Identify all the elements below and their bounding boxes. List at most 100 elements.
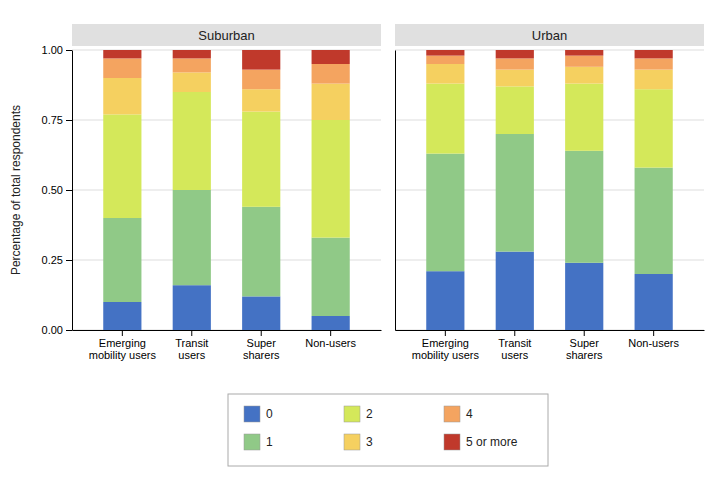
bar-segment bbox=[242, 112, 280, 207]
legend-swatch bbox=[444, 434, 460, 450]
x-tick-label-line: mobility users bbox=[412, 349, 480, 361]
bar-segment bbox=[173, 72, 211, 92]
bar-segment bbox=[565, 151, 603, 263]
legend-swatch bbox=[244, 406, 260, 422]
x-axis-line bbox=[396, 330, 705, 331]
panel: Suburban0.000.250.500.751.00Emergingmobi… bbox=[42, 24, 382, 361]
legend-item: 5 or more bbox=[444, 434, 518, 450]
legend-item: 1 bbox=[244, 434, 273, 450]
x-axis: Emergingmobility users Transitusers Supers… bbox=[396, 330, 705, 361]
bars bbox=[426, 50, 673, 330]
x-tick-label-line: sharers bbox=[566, 349, 603, 361]
x-tick-label-line: Super bbox=[570, 337, 600, 349]
bar-segment bbox=[426, 154, 464, 272]
bar-segment bbox=[565, 67, 603, 84]
x-tick-mark bbox=[514, 330, 515, 336]
y-tick: 1.00 bbox=[42, 44, 72, 56]
x-tick-mark bbox=[584, 330, 585, 336]
x-tick-label: Supersharers bbox=[566, 337, 603, 362]
y-tick-label: 0.00 bbox=[42, 324, 63, 336]
y-axis-title: Percentage of total respondents bbox=[9, 105, 23, 275]
y-tick-label: 1.00 bbox=[42, 44, 63, 56]
x-tick-label-line: users bbox=[178, 349, 205, 361]
x-tick-label-line: sharers bbox=[243, 349, 280, 361]
x-tick-label-line: Transit bbox=[175, 337, 208, 349]
panel-strip bbox=[72, 24, 381, 46]
x-tick-label: Emergingmobility users bbox=[412, 337, 480, 362]
x-tick-label: Supersharers bbox=[243, 337, 280, 362]
legend-label: 1 bbox=[266, 435, 273, 449]
legend: 012345 or more bbox=[228, 394, 548, 466]
bar-segment bbox=[103, 50, 141, 58]
bar-segment bbox=[496, 252, 534, 330]
x-tick-mark bbox=[445, 330, 446, 336]
bar-segment bbox=[103, 218, 141, 302]
bar-segment bbox=[635, 58, 673, 69]
x-tick: Transitusers bbox=[498, 330, 531, 361]
bar-segment bbox=[173, 285, 211, 330]
legend-box bbox=[228, 394, 548, 466]
bar-segment bbox=[426, 56, 464, 64]
legend-swatch bbox=[344, 406, 360, 422]
bar-segment bbox=[242, 207, 280, 297]
bar-segment bbox=[242, 50, 280, 70]
x-tick-mark bbox=[330, 330, 331, 336]
bar-segment bbox=[635, 50, 673, 58]
legend-label: 0 bbox=[266, 407, 273, 421]
y-axis-line bbox=[72, 51, 73, 331]
x-tick: Supersharers bbox=[566, 330, 603, 361]
y-tick-mark bbox=[66, 190, 72, 191]
x-axis: Emergingmobility usersTransitusersSupers… bbox=[73, 330, 382, 361]
bar-segment bbox=[496, 86, 534, 134]
y-tick-mark bbox=[66, 120, 72, 121]
y-tick: 0.75 bbox=[42, 114, 72, 126]
bar-segment bbox=[173, 190, 211, 285]
y-tick: 0.25 bbox=[42, 254, 72, 266]
x-tick-mark bbox=[261, 330, 262, 336]
bar-segment bbox=[496, 70, 534, 87]
bar-segment bbox=[426, 50, 464, 56]
bar-segment bbox=[103, 78, 141, 114]
x-tick: Non-users bbox=[305, 330, 356, 349]
panel: UrbanEmergingmobility usersTransitusersS… bbox=[395, 24, 705, 361]
x-tick-label-line: Emerging bbox=[422, 337, 469, 349]
legend-label: 5 or more bbox=[466, 435, 518, 449]
bar-segment bbox=[173, 58, 211, 72]
bar-segment bbox=[173, 50, 211, 58]
bar-segment bbox=[635, 274, 673, 330]
bar-segment bbox=[312, 84, 350, 120]
y-tick: 0.50 bbox=[42, 184, 72, 196]
chart: Suburban 0.00 0.25 0.50 0.75 1.00 Emergingmobi… bbox=[0, 0, 716, 491]
bar-segment bbox=[565, 263, 603, 330]
bar-segment bbox=[312, 50, 350, 64]
bar-segment bbox=[426, 64, 464, 84]
bar-segment bbox=[426, 271, 464, 330]
legend-swatch bbox=[244, 434, 260, 450]
x-tick-label: Transitusers bbox=[498, 337, 531, 362]
bar-segment bbox=[635, 168, 673, 274]
panel-title: Suburban bbox=[198, 28, 254, 43]
x-tick: Supersharers bbox=[243, 330, 280, 361]
panel-strip bbox=[395, 24, 704, 46]
x-tick: Non-users bbox=[628, 330, 679, 349]
bar-segment bbox=[103, 302, 141, 330]
bar-segment bbox=[103, 58, 141, 78]
grid bbox=[395, 50, 704, 330]
x-tick-label: Transitusers bbox=[175, 337, 208, 362]
bar-segment bbox=[312, 64, 350, 84]
bar-segment bbox=[312, 120, 350, 238]
bar-segment bbox=[565, 84, 603, 151]
bar-segment bbox=[635, 70, 673, 90]
legend-item: 2 bbox=[344, 406, 373, 422]
bar-segment bbox=[496, 134, 534, 252]
legend-item: 0 bbox=[244, 406, 273, 422]
bar-segment bbox=[312, 238, 350, 316]
bar-segment bbox=[635, 89, 673, 167]
bars bbox=[103, 50, 350, 330]
x-tick: Emergingmobility users bbox=[412, 330, 480, 361]
x-tick-label-line: Super bbox=[247, 337, 277, 349]
legend-swatch bbox=[444, 406, 460, 422]
bar-segment bbox=[426, 84, 464, 154]
legend-swatch bbox=[344, 434, 360, 450]
x-tick-label-line: Non-users bbox=[305, 337, 356, 349]
